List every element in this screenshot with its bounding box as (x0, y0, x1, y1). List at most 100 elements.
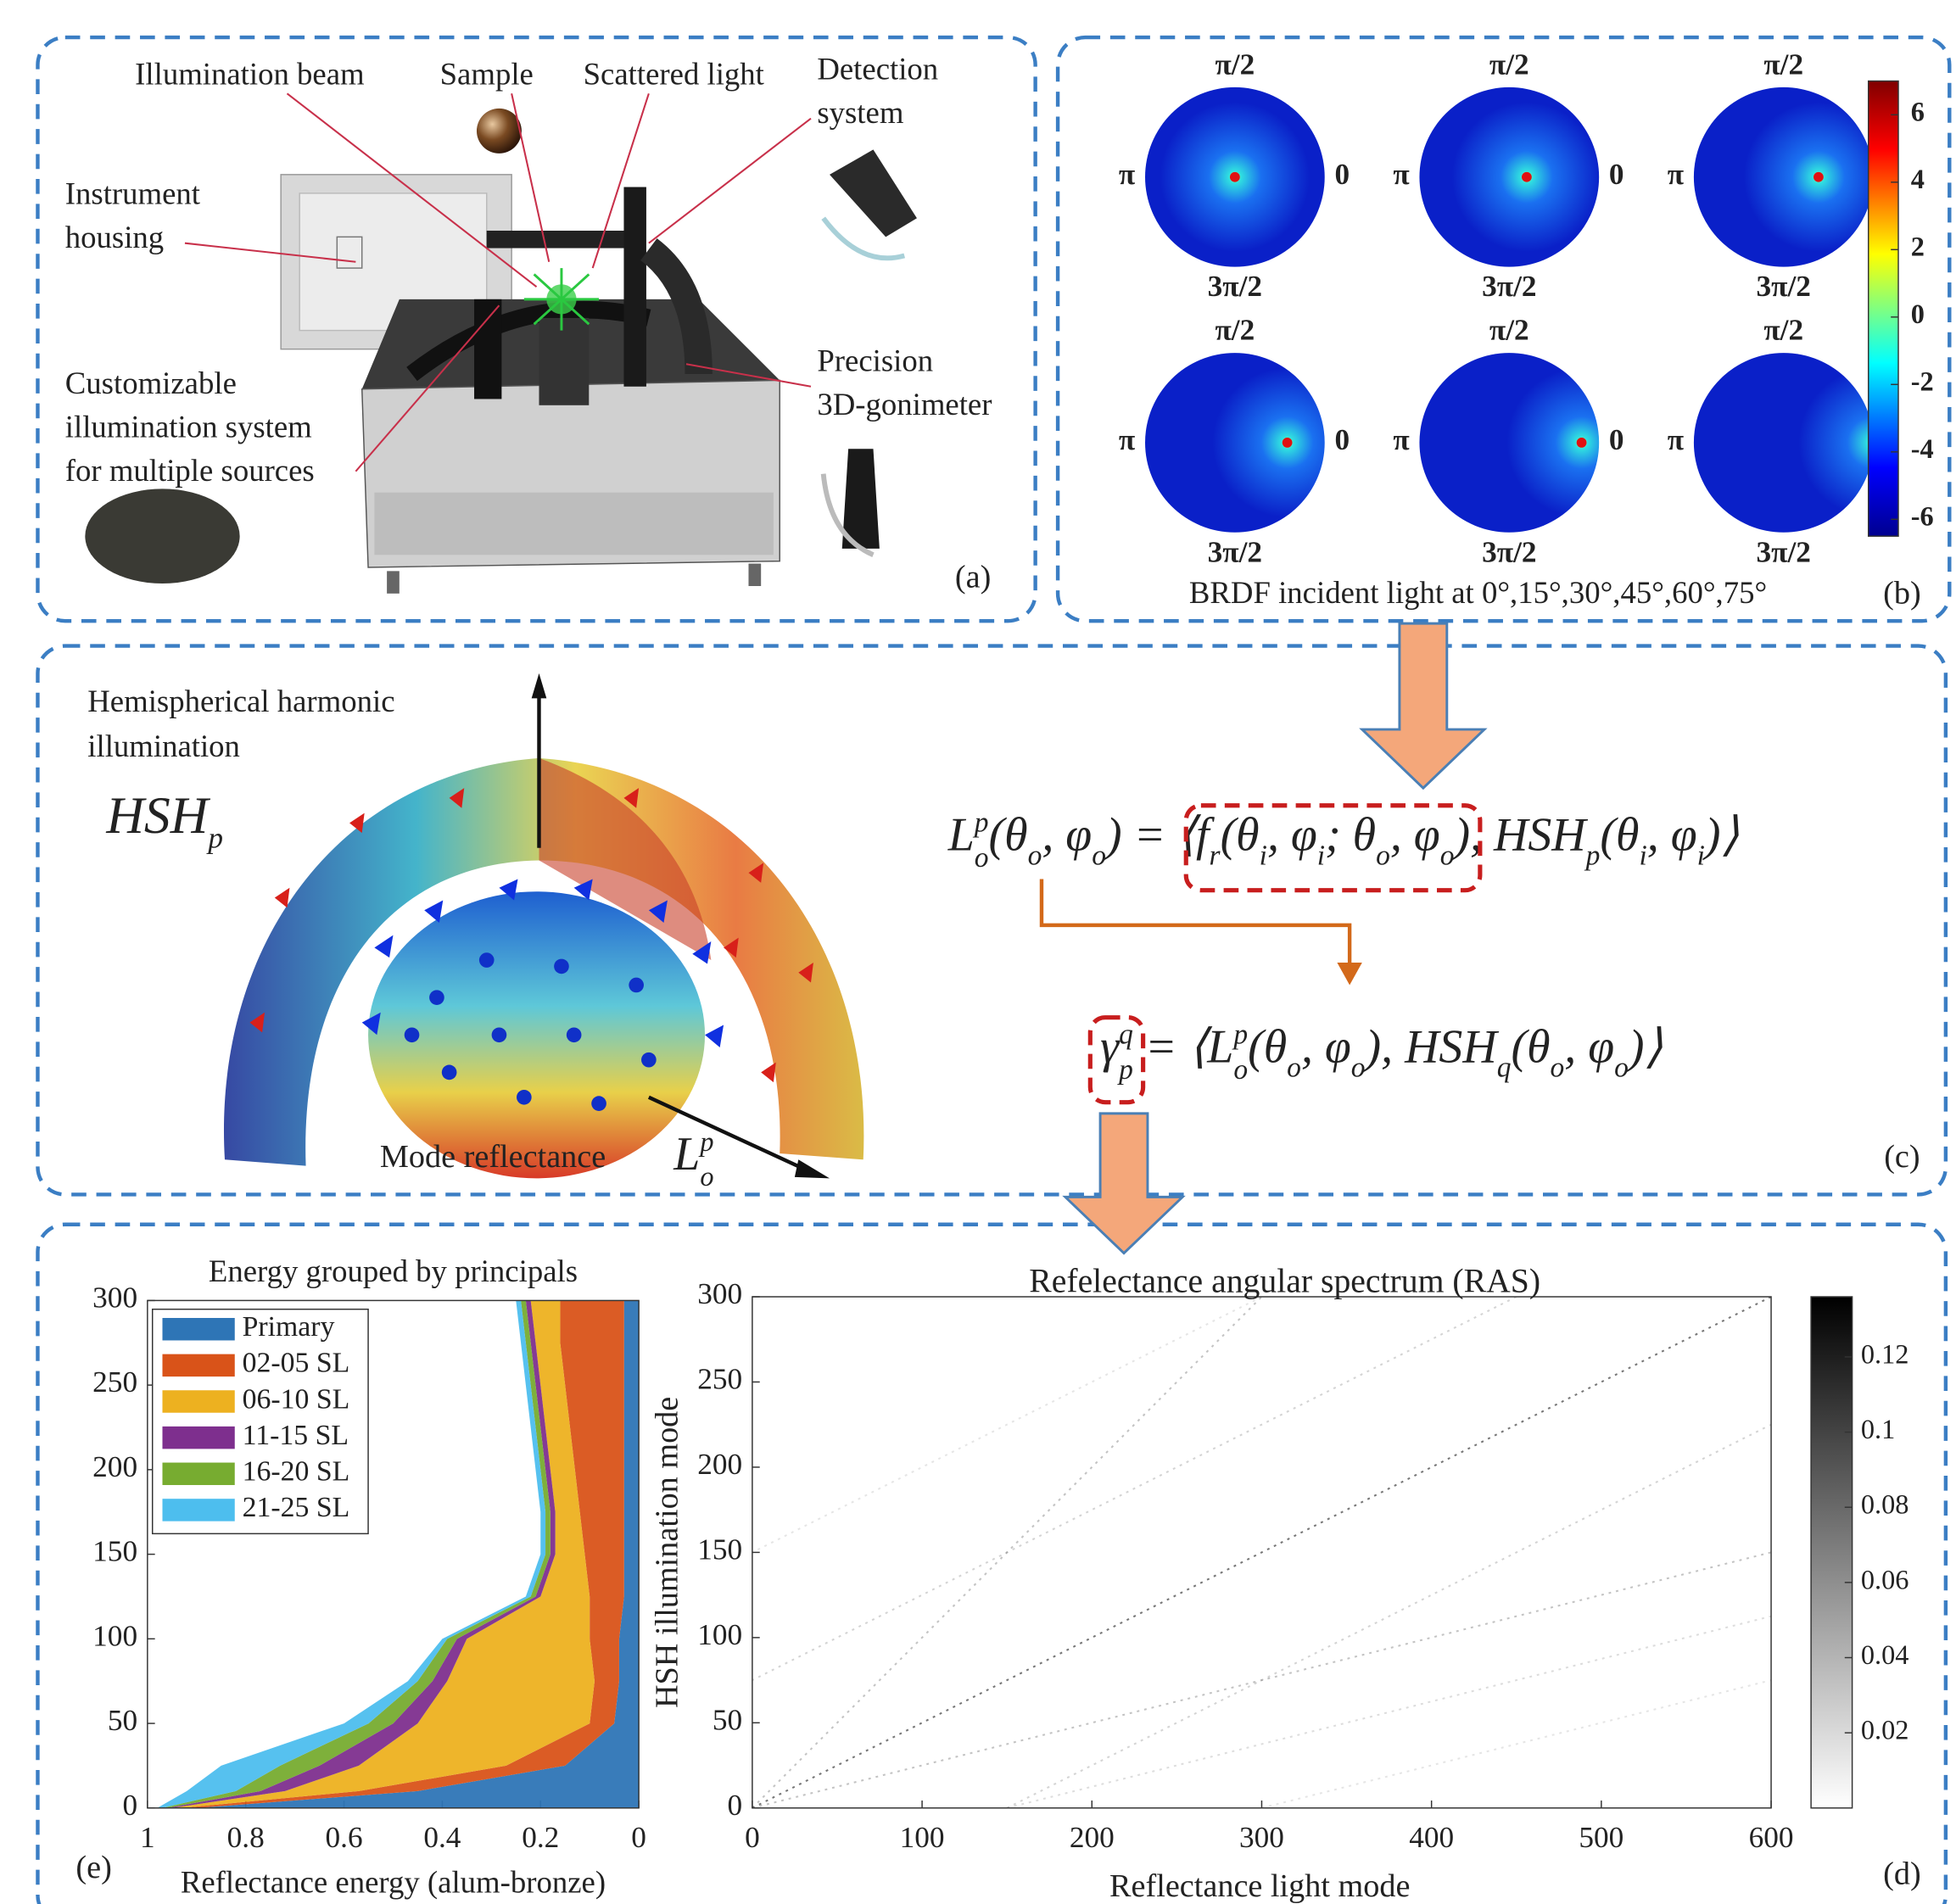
label: 0 (1609, 158, 1624, 191)
label: -2 (1911, 366, 1934, 397)
label: (e) (75, 1850, 111, 1885)
label: π (1393, 158, 1409, 191)
instrument-drawing (85, 93, 917, 594)
label: 3π/2 (1208, 270, 1262, 303)
math: (θ (989, 809, 1028, 862)
label: π/2 (1215, 314, 1255, 347)
label: 300 (92, 1281, 137, 1315)
polar-disk (1419, 87, 1599, 267)
label: (a) (955, 559, 991, 595)
polar-plot (1145, 87, 1325, 267)
label: 0.12 (1861, 1338, 1909, 1369)
heat-diagonal (752, 1297, 1771, 1808)
math-sub: o (1287, 1052, 1301, 1083)
math: , φ (1301, 1021, 1351, 1074)
label: 0.1 (1861, 1414, 1895, 1444)
label: 100 (697, 1618, 742, 1651)
math: )⟩ (1626, 1021, 1663, 1074)
label: 0.2 (522, 1821, 559, 1854)
hotspot (1230, 172, 1240, 182)
math: , φ (1390, 809, 1440, 862)
math-sub: p (205, 822, 223, 855)
label: 16-20 SL (243, 1456, 350, 1488)
label: Illumination beam (135, 57, 365, 92)
polar-plot (1694, 353, 1879, 533)
label: (b) (1883, 576, 1921, 611)
label: 4 (1911, 164, 1925, 194)
label: housing (65, 220, 164, 254)
label: 3π/2 (1757, 535, 1811, 568)
label: Precision (817, 343, 933, 378)
label: 11-15 SL (243, 1420, 349, 1451)
label: (d) (1883, 1856, 1921, 1891)
page: Illumination beamSampleScattered lightDe… (0, 0, 1956, 1904)
label: Energy grouped by principals (209, 1254, 578, 1288)
math: γ (1100, 1021, 1121, 1074)
label: π (1393, 423, 1409, 456)
math-sup: p (698, 1126, 713, 1157)
colorbar (1811, 1297, 1853, 1808)
label: π (1668, 158, 1684, 191)
label: 100 (92, 1619, 137, 1652)
label: 100 (900, 1821, 945, 1854)
hsh-label: HSHp (105, 787, 223, 855)
math: (θ (1600, 809, 1639, 862)
math: HSH (105, 787, 210, 845)
label: Detection (817, 52, 938, 87)
math: ) (1451, 809, 1470, 862)
math-sub: o (975, 842, 989, 874)
math: , HSH (1470, 809, 1588, 862)
math: , φ (1267, 809, 1317, 862)
label: HSH illumination mode (650, 1397, 685, 1708)
label: Primary (243, 1311, 335, 1343)
label: 150 (92, 1535, 137, 1568)
label: 500 (1579, 1821, 1623, 1854)
label: 0.04 (1861, 1639, 1909, 1670)
label: 21-25 SL (243, 1492, 350, 1523)
label: π (1119, 158, 1135, 191)
label: -4 (1911, 433, 1934, 464)
math-sub: o (1376, 840, 1390, 871)
label: 300 (1239, 1821, 1284, 1854)
math-sub: p (1584, 840, 1601, 871)
hotspot (1283, 438, 1293, 448)
label: Customizable (65, 366, 237, 400)
math-sub: o (1614, 1052, 1629, 1083)
legend-swatch (162, 1354, 234, 1376)
math-sub: o (1028, 840, 1042, 871)
label: Reflectance light mode (1109, 1868, 1410, 1904)
math-sub: i (1697, 840, 1705, 871)
math: )⟩ (1702, 809, 1740, 862)
math-sup: q (1119, 1019, 1133, 1050)
legend-swatch (162, 1463, 234, 1485)
label: 02-05 SL (243, 1348, 350, 1379)
math-sub: o (1233, 1054, 1248, 1086)
polar-disk (1694, 87, 1874, 267)
label: 300 (697, 1277, 742, 1310)
math: L (1206, 1021, 1233, 1074)
label: 250 (92, 1365, 137, 1399)
hemisphere-drawing (224, 673, 863, 1178)
math-sub: i (1260, 840, 1267, 871)
label: 2 (1911, 232, 1925, 262)
label: illumination system (65, 410, 312, 444)
flow-arrows (1042, 623, 1484, 1253)
label: Reflectance energy (alum-bronze) (181, 1864, 606, 1899)
label: Scattered light (584, 57, 764, 92)
label: 0.06 (1861, 1564, 1909, 1594)
polar-plot (1145, 353, 1325, 533)
label: 3D-gonimeter (817, 387, 992, 422)
math-sub: o (1551, 1052, 1565, 1083)
math: L (947, 809, 975, 862)
polar-plot (1419, 353, 1599, 533)
label: π/2 (1489, 47, 1529, 81)
label: 200 (697, 1448, 742, 1481)
math: , φ (1042, 809, 1092, 862)
label: 200 (1070, 1821, 1115, 1854)
polar-disk (1145, 353, 1325, 533)
label: 50 (108, 1704, 137, 1737)
math: (θ (1221, 809, 1260, 862)
label: Hemispherical harmonic (87, 684, 394, 718)
label: 0 (122, 1789, 137, 1822)
label: 3π/2 (1208, 535, 1262, 568)
